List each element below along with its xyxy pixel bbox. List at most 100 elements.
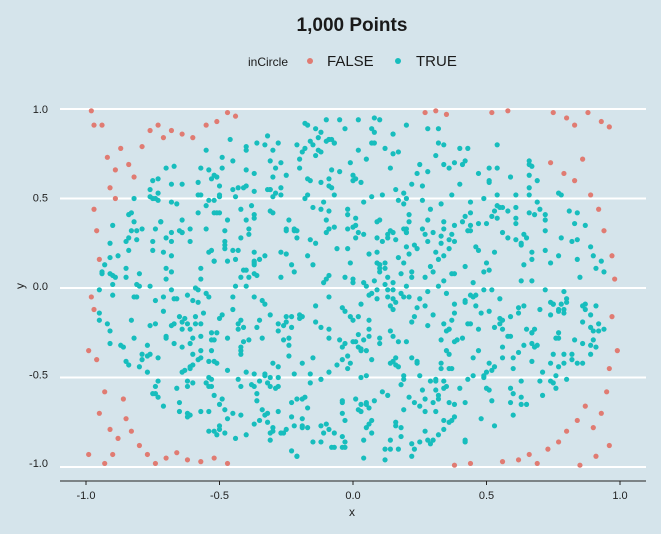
- point-true: [168, 287, 175, 293]
- point-true: [107, 328, 113, 334]
- point-true: [102, 262, 108, 268]
- point-true: [470, 355, 476, 361]
- point-true: [422, 408, 428, 415]
- point-true: [451, 238, 458, 245]
- point-true: [553, 373, 559, 379]
- point-true: [481, 287, 487, 293]
- point-true: [321, 199, 327, 205]
- point-true: [206, 249, 212, 255]
- point-true: [419, 387, 426, 393]
- point-true: [526, 185, 532, 191]
- point-true: [134, 228, 140, 234]
- point-true: [435, 140, 442, 146]
- point-true: [430, 312, 436, 318]
- point-true: [385, 392, 391, 398]
- point-true: [369, 430, 375, 436]
- point-true: [409, 453, 415, 459]
- point-true: [385, 287, 391, 293]
- point-true: [251, 188, 257, 194]
- point-true: [256, 417, 263, 424]
- point-true: [323, 117, 329, 123]
- point-true: [366, 292, 372, 298]
- point-true: [147, 351, 153, 357]
- point-false: [96, 256, 102, 262]
- point-false: [155, 122, 161, 128]
- point-true: [371, 278, 377, 284]
- point-true: [358, 179, 364, 185]
- point-true: [243, 369, 249, 375]
- point-true: [96, 317, 102, 323]
- point-true: [262, 301, 268, 307]
- point-true: [224, 416, 231, 422]
- point-false: [110, 451, 116, 458]
- point-true: [435, 396, 442, 402]
- point-true: [588, 351, 594, 357]
- point-true: [267, 312, 273, 318]
- point-true: [134, 237, 140, 243]
- point-true: [339, 305, 345, 311]
- point-true: [350, 178, 356, 184]
- point-true: [555, 364, 562, 370]
- point-true: [441, 253, 447, 259]
- point-true: [457, 385, 463, 391]
- point-true: [251, 212, 257, 218]
- y-tick-label: 0.5: [33, 193, 48, 205]
- point-true: [144, 342, 151, 348]
- point-true: [147, 322, 153, 329]
- point-false: [505, 108, 511, 114]
- point-false: [86, 348, 92, 354]
- y-tick-label: -0.5: [29, 370, 48, 382]
- point-false: [136, 442, 142, 449]
- y-tick-label: 0.0: [33, 281, 48, 293]
- point-true: [176, 314, 183, 320]
- point-true: [128, 210, 134, 216]
- point-true: [270, 425, 276, 431]
- point-true: [510, 365, 516, 372]
- point-true: [179, 319, 185, 325]
- point-true: [547, 299, 554, 305]
- point-true: [347, 260, 353, 266]
- point-true: [596, 328, 602, 334]
- point-true: [419, 226, 426, 232]
- point-true: [361, 280, 367, 286]
- point-true: [288, 262, 295, 268]
- point-true: [425, 288, 431, 295]
- point-true: [574, 256, 580, 262]
- point-true: [510, 355, 516, 361]
- point-true: [435, 126, 442, 132]
- point-true: [499, 229, 506, 236]
- point-true: [486, 165, 492, 171]
- legend-label-true: TRUE: [416, 53, 457, 70]
- point-true: [184, 378, 191, 384]
- point-true: [262, 371, 268, 377]
- point-true: [475, 220, 482, 227]
- point-true: [208, 348, 215, 354]
- point-true: [361, 337, 367, 343]
- point-true: [155, 190, 161, 196]
- point-true: [481, 269, 487, 275]
- point-true: [457, 145, 463, 151]
- point-true: [254, 391, 260, 397]
- point-true: [387, 437, 393, 443]
- point-true: [486, 308, 492, 314]
- point-true: [451, 310, 458, 316]
- point-true: [483, 369, 490, 375]
- point-true: [174, 385, 180, 391]
- point-true: [270, 360, 276, 366]
- point-true: [489, 398, 495, 404]
- point-true: [411, 242, 418, 248]
- point-false: [94, 357, 100, 363]
- point-true: [355, 117, 361, 123]
- point-true: [299, 396, 305, 402]
- point-true: [256, 317, 263, 323]
- point-true: [347, 314, 353, 320]
- point-true: [339, 357, 345, 363]
- point-true: [326, 335, 332, 341]
- point-true: [334, 362, 340, 368]
- point-true: [216, 401, 223, 407]
- point-true: [222, 228, 228, 234]
- point-true: [307, 138, 313, 144]
- point-true: [385, 231, 391, 237]
- point-true: [211, 392, 217, 398]
